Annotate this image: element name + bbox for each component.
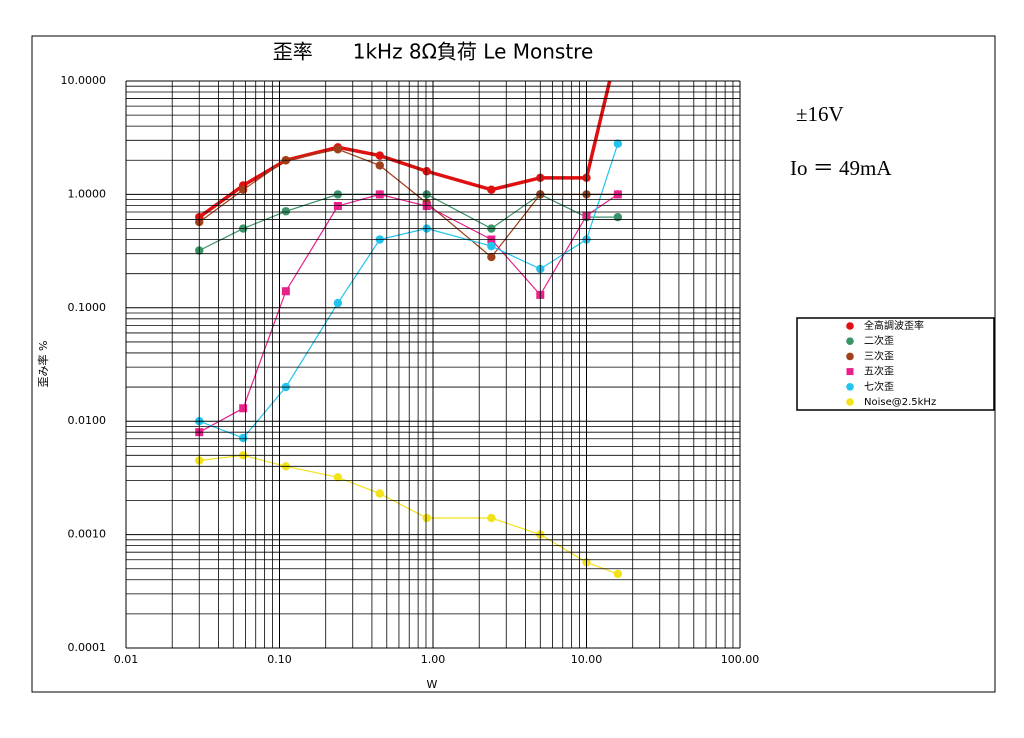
legend-label: 三次歪 [864, 349, 894, 362]
legend-marker [846, 322, 854, 330]
marker [487, 513, 496, 523]
marker [239, 404, 248, 413]
y-tick-label: 0.0001 [68, 641, 107, 654]
marker [281, 207, 291, 216]
marker [375, 489, 384, 498]
frame [31, 35, 996, 693]
y-tick-label: 0.1000 [68, 301, 107, 314]
annotation: Io ＝ 49mA [790, 156, 892, 180]
marker [487, 241, 496, 251]
legend-label: 全高調波歪率 [864, 319, 924, 332]
legend-label: 五次歪 [864, 365, 894, 378]
y-tick-label: 0.0100 [68, 414, 107, 427]
series-line [198, 81, 612, 219]
series-line [199, 454, 619, 575]
marker [333, 298, 343, 308]
marker [375, 161, 384, 170]
marker [281, 287, 290, 296]
marker [333, 145, 343, 154]
legend-label: 二次歪 [864, 334, 894, 347]
annotation: ±16V [796, 102, 844, 126]
legend-marker [846, 398, 854, 406]
marker [238, 185, 248, 194]
legend-marker [846, 368, 854, 376]
legend-marker [846, 352, 854, 361]
x-tick-label: 0.10 [267, 653, 292, 666]
y-tick-label: 1.0000 [68, 187, 107, 200]
marker [613, 569, 623, 579]
marker [422, 167, 431, 176]
chart-title: 歪率 1kHz 8Ω負荷 Le Monstre [273, 40, 594, 64]
marker [333, 202, 342, 211]
marker [333, 473, 343, 482]
x-tick-label: 100.00 [721, 653, 760, 666]
y-tick-label: 0.0010 [68, 528, 107, 541]
legend-marker [846, 337, 854, 346]
x-tick-label: 10.00 [571, 653, 603, 666]
y-axis-label: 歪み率 % [36, 341, 50, 388]
plot-area [195, 43, 623, 579]
legend-label: Noise@2.5kHz [864, 397, 936, 408]
marker [238, 433, 248, 443]
marker [375, 151, 384, 160]
legend-label: 七次歪 [864, 380, 894, 393]
marker [614, 43, 622, 51]
marker [422, 513, 431, 523]
y-tick-label: 10.0000 [61, 74, 107, 87]
x-tick-label: 1.00 [421, 653, 446, 666]
x-tick-label: 0.01 [114, 653, 139, 666]
marker [613, 212, 623, 222]
marker [487, 252, 496, 262]
marker [487, 185, 496, 194]
x-axis-label: W [427, 678, 438, 691]
marker [613, 139, 623, 148]
marker [422, 202, 431, 211]
series-line [198, 193, 618, 252]
legend-box [796, 317, 995, 411]
legend-marker [846, 383, 854, 391]
